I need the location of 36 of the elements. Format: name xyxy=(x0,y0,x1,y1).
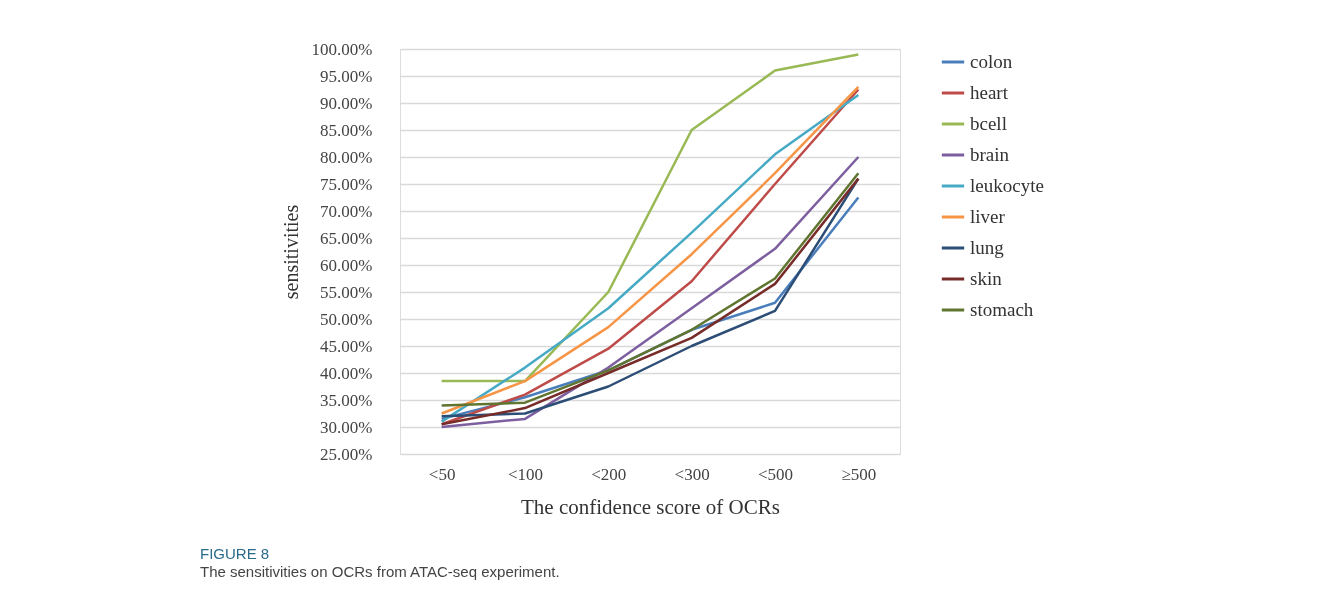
y-tick-label: 95.00% xyxy=(320,66,373,86)
caption: FIGURE 8 xyxy=(200,545,270,562)
y-axis-title: sensitivities xyxy=(279,204,302,300)
legend-label: heart xyxy=(970,82,1009,103)
x-tick-label: <100 xyxy=(507,464,544,484)
x-tick-label: <500 xyxy=(757,464,794,484)
legend-label: liver xyxy=(970,206,1006,227)
legend-label: lung xyxy=(970,237,1005,258)
y-tick-label: 60.00% xyxy=(320,255,373,275)
y-tick-label: 75.00% xyxy=(320,174,373,194)
y-tick-label: 25.00% xyxy=(320,444,373,464)
text: The sensitivities on OCRs from ATAC-seq experiment. xyxy=(200,563,560,580)
legend-label: brain xyxy=(970,144,1010,165)
legend-label: colon xyxy=(970,51,1013,72)
y-tick-label: 45.00% xyxy=(320,336,373,356)
line-series xyxy=(440,53,860,383)
legend-label: stomach xyxy=(970,299,1034,320)
y-tick-label: 70.00% xyxy=(320,201,373,221)
y-tick-label: 90.00% xyxy=(320,93,373,113)
x-tick-label: <200 xyxy=(591,464,627,484)
x-tick-label: ≥500 xyxy=(841,464,877,484)
y-tick-label: 65.00% xyxy=(320,228,373,248)
legend-label: skin xyxy=(970,268,1003,289)
y-tick-label: 50.00% xyxy=(320,309,373,329)
y-tick-label: 100.00% xyxy=(311,39,373,59)
y-tick-label: 30.00% xyxy=(320,417,373,437)
y-tick-label: 80.00% xyxy=(320,147,373,167)
y-tick-label: 40.00% xyxy=(320,363,373,383)
x-tick-label: <300 xyxy=(674,464,710,484)
x-axis-title: The confidence score of OCRs xyxy=(521,494,780,519)
x-tick-label: <50 xyxy=(428,464,456,484)
y-tick-label: 35.00% xyxy=(320,390,373,410)
y-tick-label: 55.00% xyxy=(320,282,373,302)
legend-label: leukocyte xyxy=(970,175,1044,196)
legend-label: bcell xyxy=(970,113,1007,134)
y-tick-label: 85.00% xyxy=(320,120,373,140)
